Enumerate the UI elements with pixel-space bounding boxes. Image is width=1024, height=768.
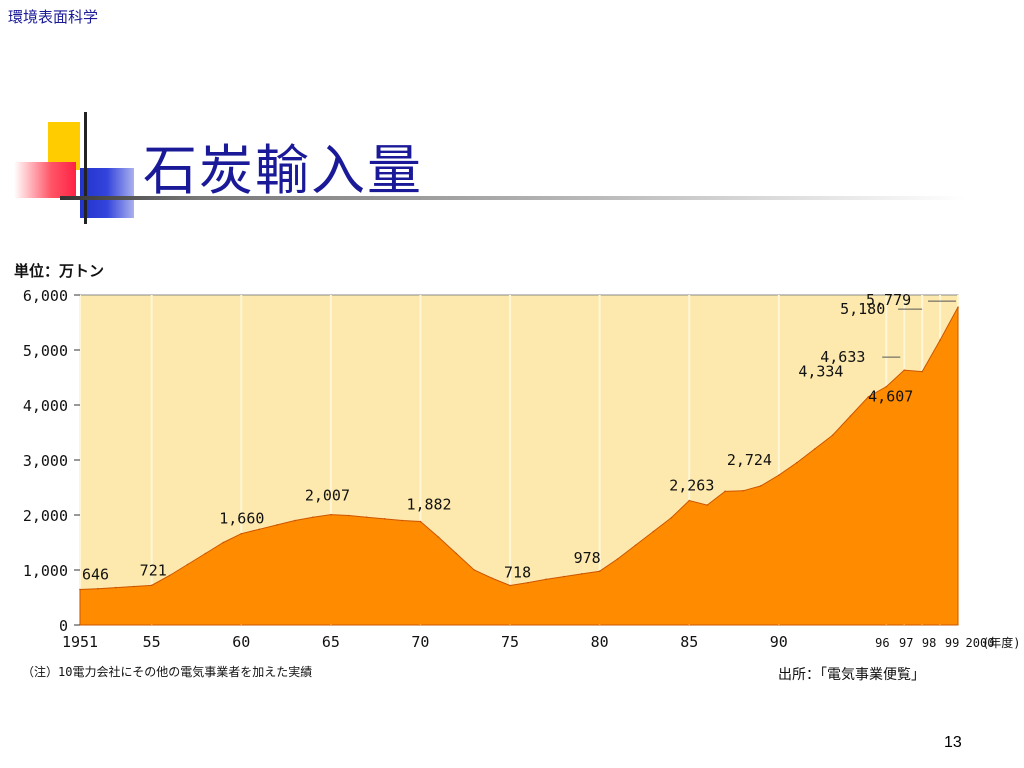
data-point [347, 514, 350, 517]
data-point [562, 575, 565, 578]
footnote: （注）10電力会社にその他の電気事業者を加えた実績 [22, 664, 312, 679]
y-tick-label: 4,000 [23, 397, 68, 415]
data-point [419, 520, 422, 523]
data-point [276, 524, 278, 526]
data-point [437, 536, 440, 538]
title-underline [60, 196, 965, 200]
data-point [885, 385, 888, 388]
data-point [688, 499, 691, 502]
data-point [706, 504, 708, 506]
data-point [473, 569, 476, 571]
data-point [115, 586, 117, 589]
x-tick-label: 97 [899, 636, 913, 650]
data-point [616, 558, 619, 560]
header-label: 環境表面科学 [8, 8, 99, 26]
data-point [150, 584, 153, 587]
data-point [383, 518, 386, 520]
data-point [545, 578, 547, 581]
x-tick-label: 90 [770, 633, 788, 651]
data-label: 4,633 [820, 348, 865, 366]
data-point [795, 461, 798, 464]
title-decoration-blue-block [80, 168, 134, 218]
x-tick-label: 60 [232, 633, 250, 651]
data-point [258, 528, 260, 531]
data-point [168, 574, 171, 577]
data-point [401, 519, 404, 522]
data-label: 718 [504, 564, 531, 582]
data-point [509, 584, 511, 587]
data-point [365, 516, 368, 518]
data-point [240, 532, 243, 535]
data-point [132, 585, 135, 588]
x-tick-label: 96 [875, 636, 889, 650]
title-decoration-vertical-line [84, 112, 87, 224]
data-point [294, 519, 296, 522]
data-label: 1,882 [406, 495, 451, 513]
data-point [903, 369, 906, 371]
x-tick-label: 55 [143, 633, 161, 651]
data-point [330, 513, 332, 516]
data-point [527, 581, 529, 584]
data-point [831, 434, 834, 437]
data-point [491, 577, 493, 580]
data-point [813, 448, 816, 450]
slide-title: 石炭輸入量 [143, 139, 423, 202]
data-point [849, 415, 852, 417]
x-tick-label: 75 [501, 633, 519, 651]
y-tick-label: 1,000 [23, 562, 68, 580]
data-point [921, 370, 923, 373]
data-label: 2,724 [727, 451, 772, 469]
data-point [957, 306, 959, 308]
data-label: 721 [140, 561, 167, 579]
data-point [204, 552, 207, 555]
x-tick-label: 70 [411, 633, 429, 651]
y-tick-label: 3,000 [23, 452, 68, 470]
y-tick-label: 5,000 [23, 342, 68, 360]
data-point [760, 485, 762, 487]
x-tick-label: 98 [922, 636, 936, 650]
data-point [186, 563, 189, 566]
data-label: 2,007 [305, 487, 350, 505]
data-label: 5,779 [866, 291, 911, 309]
x-tick-label: 80 [591, 633, 609, 651]
data-point [634, 544, 637, 547]
x-unit-label: (年度) [982, 635, 1020, 650]
data-label: 646 [82, 565, 109, 583]
data-label: 4,607 [868, 388, 913, 406]
y-tick-label: 6,000 [23, 287, 68, 305]
unit-label: 単位：万トン [14, 262, 104, 280]
data-label: 978 [574, 549, 601, 567]
source-label: 出所：「電気事業便覧」 [778, 666, 925, 683]
data-point [742, 490, 744, 492]
x-tick-label: 65 [322, 633, 340, 651]
data-label: 5,180 [840, 300, 885, 318]
data-point [652, 530, 655, 533]
x-tick-label: 2000 [966, 636, 995, 650]
data-point [455, 552, 458, 555]
data-point [867, 395, 870, 398]
data-point [598, 570, 601, 573]
data-label: 2,263 [669, 477, 714, 495]
x-tick-label: 1951 [62, 633, 98, 651]
data-point [580, 573, 583, 575]
y-tick-label: 0 [59, 617, 68, 635]
data-point [778, 474, 780, 476]
x-tick-label: 99 [945, 636, 959, 650]
data-point [670, 516, 673, 519]
x-tick-label: 85 [680, 633, 698, 651]
data-label: 1,660 [219, 510, 264, 528]
data-point [312, 516, 314, 518]
data-point [97, 587, 99, 590]
data-label: 4,334 [798, 363, 843, 381]
title-decoration-red-block [14, 162, 76, 198]
page-number: 13 [944, 734, 962, 751]
data-point [79, 588, 81, 591]
data-point [222, 541, 225, 544]
data-point [939, 339, 941, 341]
y-tick-label: 2,000 [23, 507, 68, 525]
data-point [724, 490, 726, 493]
